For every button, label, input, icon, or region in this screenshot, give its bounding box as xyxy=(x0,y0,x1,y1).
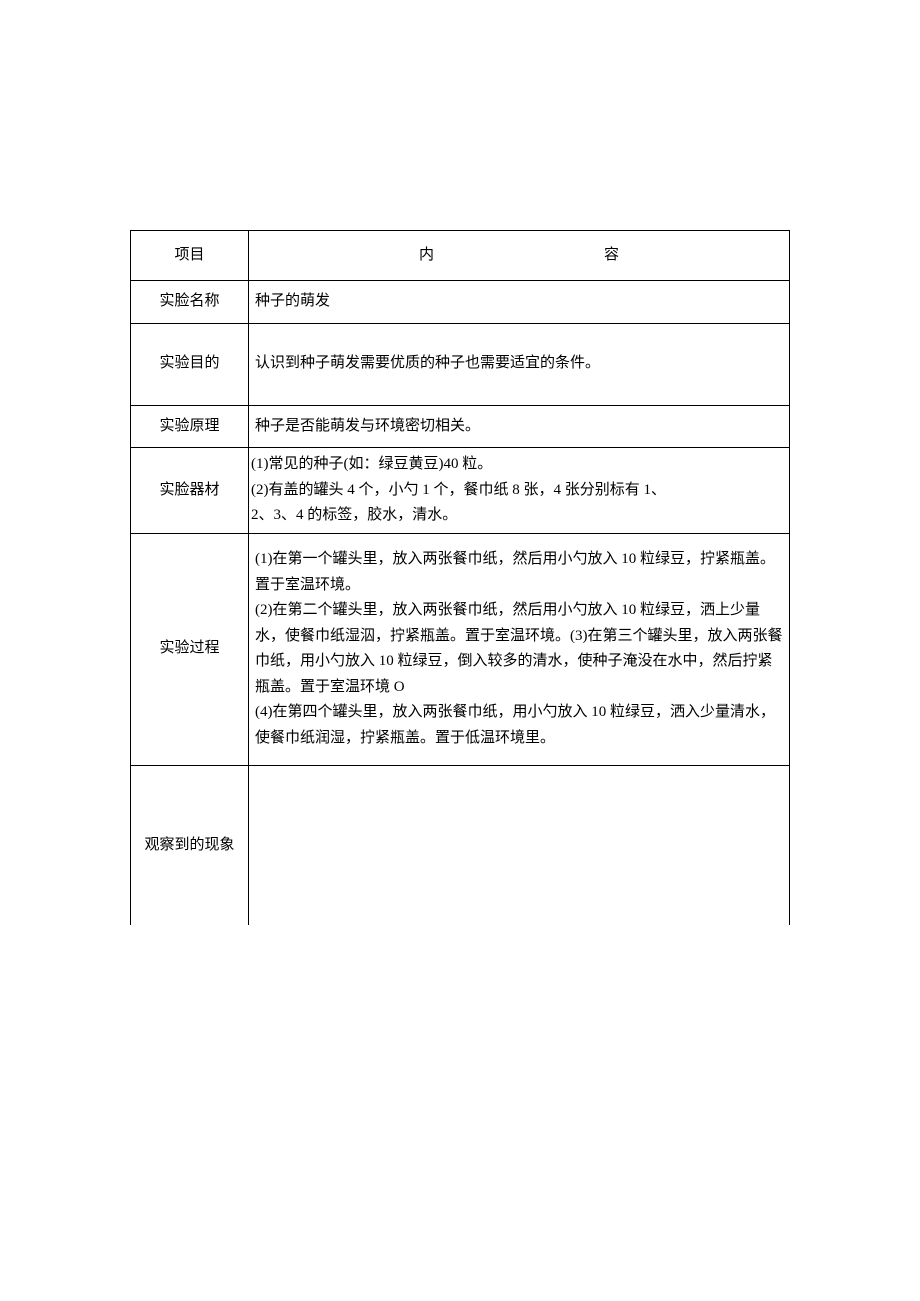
row-principle: 实验原理 种子是否能萌发与环境密切相关。 xyxy=(131,405,790,448)
principle-content: 种子是否能萌发与环境密切相关。 xyxy=(249,405,790,448)
header-row: 项目 内容 xyxy=(131,231,790,281)
row-process: 实验过程 (1)在第一个罐头里，放入两张餐巾纸，然后用小勺放入 10 粒绿豆，拧… xyxy=(131,533,790,765)
row-materials: 实脸器材 (1)常见的种子(如：绿豆黄豆)40 粒。 (2)有盖的罐头 4 个，… xyxy=(131,448,790,534)
materials-line3: 2、3、4 的标签，胶水，清水。 xyxy=(251,503,787,529)
process-line2: (2)在第二个罐头里，放入两张餐巾纸，然后用小勺放入 10 粒绿豆，洒上少量水，… xyxy=(255,598,783,700)
experiment-table: 项目 内容 实脸名称 种子的萌发 实验目的 认识到种子萌发需要优质的种子也需要适… xyxy=(130,230,790,925)
header-char2: 容 xyxy=(604,247,619,263)
row-name: 实脸名称 种子的萌发 xyxy=(131,281,790,324)
principle-label: 实验原理 xyxy=(131,405,249,448)
process-label: 实验过程 xyxy=(131,533,249,765)
row-observation: 观察到的现象 xyxy=(131,765,790,925)
header-label: 项目 xyxy=(131,231,249,281)
materials-line1: (1)常见的种子(如：绿豆黄豆)40 粒。 xyxy=(251,452,787,478)
process-content: (1)在第一个罐头里，放入两张餐巾纸，然后用小勺放入 10 粒绿豆，拧紧瓶盖。置… xyxy=(249,533,790,765)
header-content: 内容 xyxy=(249,231,790,281)
process-line1: (1)在第一个罐头里，放入两张餐巾纸，然后用小勺放入 10 粒绿豆，拧紧瓶盖。置… xyxy=(255,547,783,598)
materials-content: (1)常见的种子(如：绿豆黄豆)40 粒。 (2)有盖的罐头 4 个，小勺 1 … xyxy=(249,448,790,534)
process-line3: (4)在第四个罐头里，放入两张餐巾纸，用小勺放入 10 粒绿豆，洒入少量清水，使… xyxy=(255,700,783,751)
name-label: 实脸名称 xyxy=(131,281,249,324)
header-char1: 内 xyxy=(419,247,434,263)
materials-line2: (2)有盖的罐头 4 个，小勺 1 个，餐巾纸 8 张，4 张分别标有 1、 xyxy=(251,478,787,504)
row-purpose: 实验目的 认识到种子萌发需要优质的种子也需要适宜的条件。 xyxy=(131,323,790,405)
observation-content xyxy=(249,765,790,925)
name-content: 种子的萌发 xyxy=(249,281,790,324)
materials-label: 实脸器材 xyxy=(131,448,249,534)
purpose-content: 认识到种子萌发需要优质的种子也需要适宜的条件。 xyxy=(249,323,790,405)
observation-label: 观察到的现象 xyxy=(131,765,249,925)
purpose-label: 实验目的 xyxy=(131,323,249,405)
